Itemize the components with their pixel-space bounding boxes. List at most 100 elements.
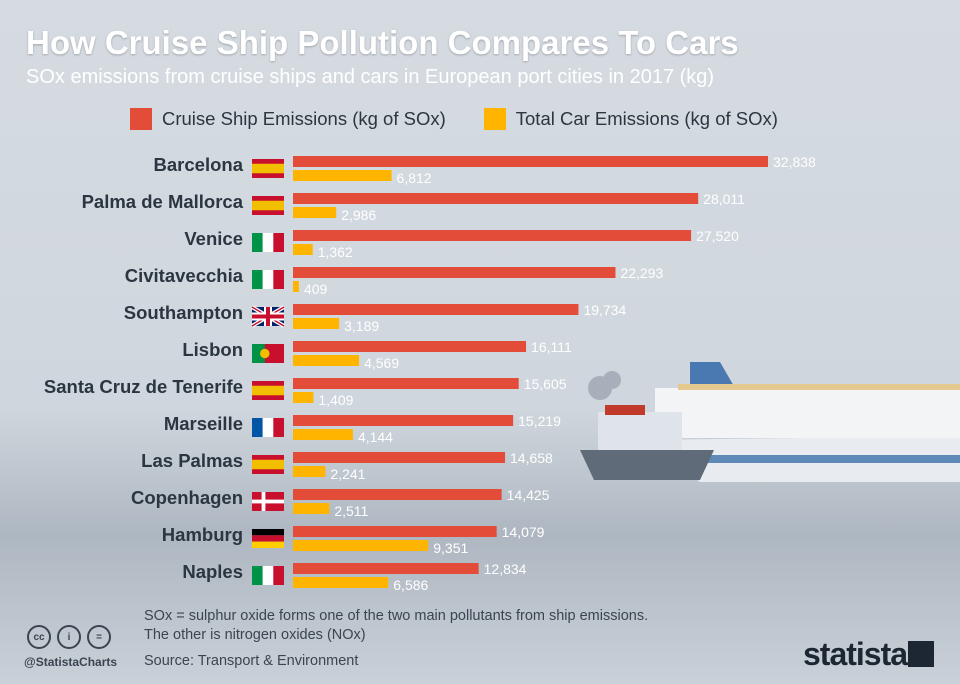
uk-flag-icon: [250, 305, 286, 328]
data-label-car: 2,511: [334, 503, 368, 519]
bar-car: [293, 503, 330, 514]
bar-cruise: [293, 156, 768, 167]
italy-flag-icon: [252, 270, 284, 289]
source-text: Source: Transport & Environment: [144, 653, 359, 669]
spain-flag-icon-part: [252, 163, 284, 174]
category-label: Hamburg: [162, 524, 243, 545]
data-label-car: 2,241: [330, 466, 365, 482]
cruise-ship-illustration: [580, 362, 960, 482]
portugal-flag-icon: [252, 344, 284, 363]
italy-flag-icon-part: [252, 566, 263, 585]
bar-car: [293, 244, 313, 255]
legend-item-car: Total Car Emissions (kg of SOx): [483, 108, 778, 130]
italy-flag-icon-part: [252, 270, 263, 289]
category-label: Venice: [184, 228, 243, 249]
bar-car: [293, 577, 389, 588]
bar-cruise: [293, 304, 579, 315]
cc-icon[interactable]: cc: [27, 625, 51, 649]
legend-label-car: Total Car Emissions (kg of SOx): [515, 108, 778, 129]
page-subtitle: SOx emissions from cruise ships and cars…: [26, 66, 715, 88]
bar-car: [293, 392, 314, 403]
data-label-cruise: 12,834: [484, 561, 527, 577]
bar-car: [293, 355, 360, 366]
social-handle[interactable]: @StatistaCharts: [24, 655, 118, 669]
category-label: Civitavecchia: [125, 265, 244, 286]
bar-cruise: [293, 415, 514, 426]
data-label-cruise: 32,838: [773, 154, 816, 170]
data-label-cruise: 16,111: [531, 339, 572, 355]
data-label-car: 1,362: [318, 244, 353, 260]
bar-car: [293, 318, 340, 329]
legend-swatch-cruise: [130, 108, 152, 130]
spain-flag-icon: [252, 159, 284, 178]
bar-car: [293, 281, 299, 292]
bar-car: [293, 429, 353, 440]
bar-group: Barcelona 32,838 6,812 Palma de Mallorca 28,…: [44, 154, 816, 593]
italy-flag-icon-part: [273, 233, 284, 252]
bar-car: [293, 207, 337, 218]
uk-flag-icon-part: [252, 314, 284, 319]
statista-logo[interactable]: statista: [803, 636, 908, 672]
portugal-flag-icon-part: [260, 348, 270, 359]
data-label-cruise: 15,605: [524, 376, 567, 392]
category-label: Southampton: [124, 302, 243, 323]
category-label: Marseille: [164, 413, 243, 434]
germany-flag-icon: [252, 529, 284, 548]
data-label-cruise: 28,011: [703, 191, 745, 207]
category-label: Santa Cruz de Tenerife: [44, 376, 243, 397]
data-label-cruise: 15,219: [518, 413, 561, 429]
italy-flag-icon-part: [273, 566, 284, 585]
data-label-cruise: 19,734: [583, 302, 626, 318]
chart-legend: Cruise Ship Emissions (kg of SOx) Total …: [130, 108, 778, 130]
data-label-car: 4,569: [364, 355, 399, 371]
data-label-car: 9,351: [433, 540, 468, 556]
page-title: How Cruise Ship Pollution Compares To Ca…: [26, 24, 739, 61]
category-label: Naples: [182, 561, 243, 582]
spain-flag-icon: [252, 455, 284, 474]
legend-swatch-car: [483, 108, 506, 130]
germany-flag-icon-part: [252, 541, 284, 548]
bar-car: [293, 540, 429, 551]
bar-cruise: [293, 489, 502, 500]
france-flag-icon: [252, 418, 284, 437]
data-label-car: 6,586: [393, 577, 428, 593]
legend-item-cruise: Cruise Ship Emissions (kg of SOx): [130, 108, 446, 130]
category-label: Las Palmas: [141, 450, 243, 471]
italy-flag-icon: [252, 566, 284, 585]
footnote: SOx = sulphur oxide forms one of the two…: [144, 607, 648, 645]
statista-logo-mark-icon: [908, 641, 934, 667]
data-label-cruise: 14,079: [502, 524, 545, 540]
footnote-line-1: SOx = sulphur oxide forms one of the two…: [144, 608, 649, 624]
bar-cruise: [293, 563, 479, 574]
category-label: Lisbon: [182, 339, 243, 360]
data-label-car: 3,189: [344, 318, 379, 334]
by-icon[interactable]: i: [57, 625, 81, 649]
data-label-car: 4,144: [358, 429, 393, 445]
ship-hull-small: [580, 450, 714, 480]
spain-flag-icon: [252, 381, 284, 400]
ship-deck-gold: [678, 384, 960, 390]
italy-flag-icon-part: [273, 270, 284, 289]
france-flag-icon-part: [262, 418, 274, 437]
bar-cruise: [293, 267, 616, 278]
category-label: Copenhagen: [131, 487, 243, 508]
france-flag-icon-part: [252, 418, 263, 437]
license-icons: cc i =: [27, 625, 111, 649]
france-flag-icon-part: [273, 418, 284, 437]
data-label-car: 409: [304, 281, 328, 297]
denmark-flag-icon-part: [252, 499, 284, 504]
nd-icon[interactable]: =: [87, 625, 111, 649]
denmark-flag-icon: [252, 492, 284, 511]
italy-flag-icon-part: [262, 566, 274, 585]
category-label: Barcelona: [154, 154, 244, 175]
bar-cruise: [293, 526, 497, 537]
spain-flag-icon-part: [252, 459, 284, 470]
germany-flag-icon-part: [252, 535, 284, 542]
legend-label-cruise: Cruise Ship Emissions (kg of SOx): [162, 108, 446, 129]
italy-flag-icon-part: [262, 270, 274, 289]
ship-cabin-small: [598, 412, 682, 450]
ship-cabin-red: [605, 405, 645, 415]
data-label-cruise: 14,425: [507, 487, 550, 503]
italy-flag-icon-part: [262, 233, 274, 252]
